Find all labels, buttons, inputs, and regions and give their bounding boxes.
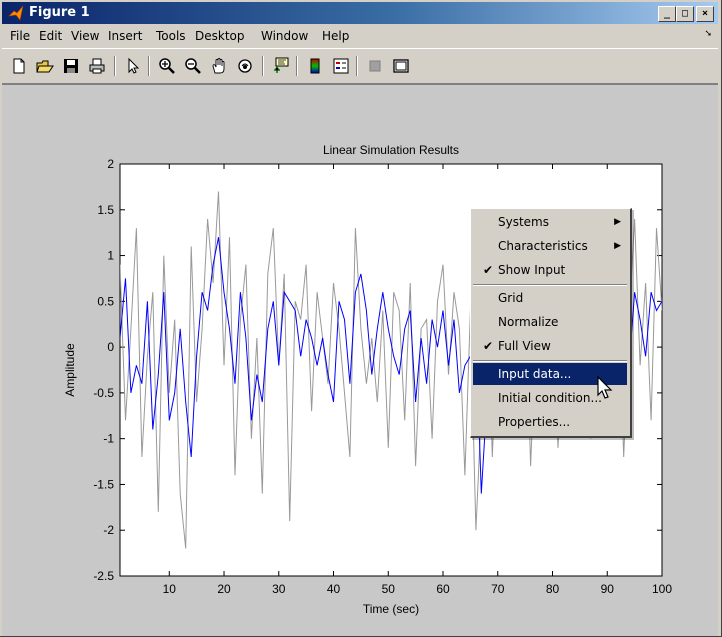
- context-menu: Systems ▶ Characteristics ▶ ✔ Show Input Grid N…: [470, 208, 632, 438]
- context-menu-item-grid[interactable]: Grid: [473, 287, 627, 309]
- menu-overflow-arrow-icon[interactable]: ➘: [704, 29, 712, 39]
- context-menu-item-label: Properties...: [498, 415, 571, 429]
- y-tick-label: 1.5: [97, 203, 114, 217]
- x-tick-label: 90: [601, 582, 615, 596]
- context-menu-item-properties[interactable]: Properties...: [473, 411, 627, 433]
- x-tick-label: 10: [163, 582, 177, 596]
- data-cursor-icon[interactable]: [272, 57, 290, 75]
- y-axis-label: Amplitude: [63, 343, 77, 397]
- y-tick-label: 2: [107, 157, 114, 171]
- checkmark-icon: ✔: [483, 263, 494, 277]
- pan-hand-icon[interactable]: [210, 57, 228, 75]
- context-menu-item-label: Initial condition...: [498, 391, 602, 405]
- submenu-arrow-icon: ▶: [614, 217, 621, 227]
- y-tick-label: 0.5: [97, 294, 114, 308]
- context-menu-item-characteristics[interactable]: Characteristics ▶: [473, 235, 627, 257]
- context-menu-item-full-view[interactable]: ✔ Full View: [473, 335, 627, 357]
- insert-colorbar-icon[interactable]: [306, 57, 324, 75]
- rotate-3d-icon[interactable]: [236, 57, 254, 75]
- menu-insert[interactable]: Insert: [108, 29, 143, 43]
- checkmark-icon: ✔: [483, 339, 494, 353]
- mouse-cursor-icon: [597, 376, 613, 399]
- x-axis-label: Time (sec): [363, 602, 419, 616]
- chart-title: Linear Simulation Results: [323, 143, 459, 157]
- insert-legend-icon[interactable]: [332, 57, 350, 75]
- context-menu-item-systems[interactable]: Systems ▶: [473, 211, 627, 233]
- context-menu-item-label: Input data...: [498, 367, 572, 381]
- window-title: Figure 1: [29, 5, 90, 20]
- context-menu-separator: [473, 360, 627, 362]
- context-menu-item-label: Systems: [498, 215, 549, 229]
- menu-bar: File Edit View Insert Tools Desktop Wind…: [2, 26, 718, 46]
- x-tick-label: 70: [491, 582, 505, 596]
- x-tick-label: 80: [546, 582, 560, 596]
- y-tick-label: 1: [107, 249, 114, 263]
- zoom-in-icon[interactable]: [158, 57, 176, 75]
- edit-plot-arrow-icon[interactable]: [124, 57, 142, 75]
- x-tick-label: 50: [382, 582, 396, 596]
- matlab-logo-icon: [8, 5, 24, 21]
- y-tick-label: -2.5: [93, 569, 114, 583]
- menu-tools[interactable]: Tools: [156, 29, 186, 43]
- y-tick-label: -1: [103, 432, 114, 446]
- toolbar-separator: [262, 56, 264, 76]
- y-tick-label: 0: [107, 340, 114, 354]
- maximize-button[interactable]: □: [676, 6, 694, 22]
- menu-window[interactable]: Window: [261, 29, 309, 43]
- y-tick-label: -2: [103, 523, 114, 537]
- toolbar-separator: [114, 56, 116, 76]
- hide-plot-tools-icon[interactable]: [366, 57, 384, 75]
- x-tick-label: 40: [327, 582, 341, 596]
- x-tick-label: 20: [217, 582, 231, 596]
- context-menu-item-initial-condition[interactable]: Initial condition...: [473, 387, 627, 409]
- toolbar-separator: [148, 56, 150, 76]
- figure-toolbar: [2, 48, 718, 84]
- y-tick-label: -1.5: [93, 477, 114, 491]
- toolbar-separator: [356, 56, 358, 76]
- menu-help[interactable]: Help: [322, 29, 350, 43]
- save-icon[interactable]: [62, 57, 80, 75]
- context-menu-item-normalize[interactable]: Normalize: [473, 311, 627, 333]
- context-menu-item-label: Normalize: [498, 315, 559, 329]
- close-button[interactable]: ×: [696, 6, 714, 22]
- context-menu-separator: [473, 284, 627, 286]
- menu-desktop[interactable]: Desktop: [195, 29, 245, 43]
- x-tick-label: 60: [436, 582, 450, 596]
- context-menu-item-input-data[interactable]: Input data...: [473, 363, 627, 385]
- toolbar-separator: [296, 56, 298, 76]
- y-tick-label: -0.5: [93, 386, 114, 400]
- show-plot-tools-icon[interactable]: [392, 57, 410, 75]
- context-menu-item-label: Characteristics: [498, 239, 588, 253]
- print-icon[interactable]: [88, 57, 106, 75]
- menu-edit[interactable]: Edit: [39, 29, 63, 43]
- zoom-out-icon[interactable]: [184, 57, 202, 75]
- x-tick-label: 100: [652, 582, 672, 596]
- minimize-button[interactable]: _: [658, 6, 676, 22]
- axis-ticks: 10 20 30 40 50 60 70 80 90 100 2 1.5 1 0.5 0 -0.5 -1 -1.5…: [93, 157, 672, 596]
- new-figure-icon[interactable]: [10, 57, 28, 75]
- context-menu-item-label: Show Input: [498, 263, 566, 277]
- open-file-icon[interactable]: [36, 57, 54, 75]
- menu-file[interactable]: File: [10, 29, 31, 43]
- context-menu-item-show-input[interactable]: ✔ Show Input: [473, 259, 627, 281]
- context-menu-item-label: Grid: [498, 291, 524, 305]
- x-tick-label: 30: [272, 582, 286, 596]
- title-bar[interactable]: Figure 1 _ □ ×: [2, 2, 718, 24]
- menu-view[interactable]: View: [71, 29, 100, 43]
- context-menu-item-label: Full View: [498, 339, 551, 353]
- submenu-arrow-icon: ▶: [614, 241, 621, 251]
